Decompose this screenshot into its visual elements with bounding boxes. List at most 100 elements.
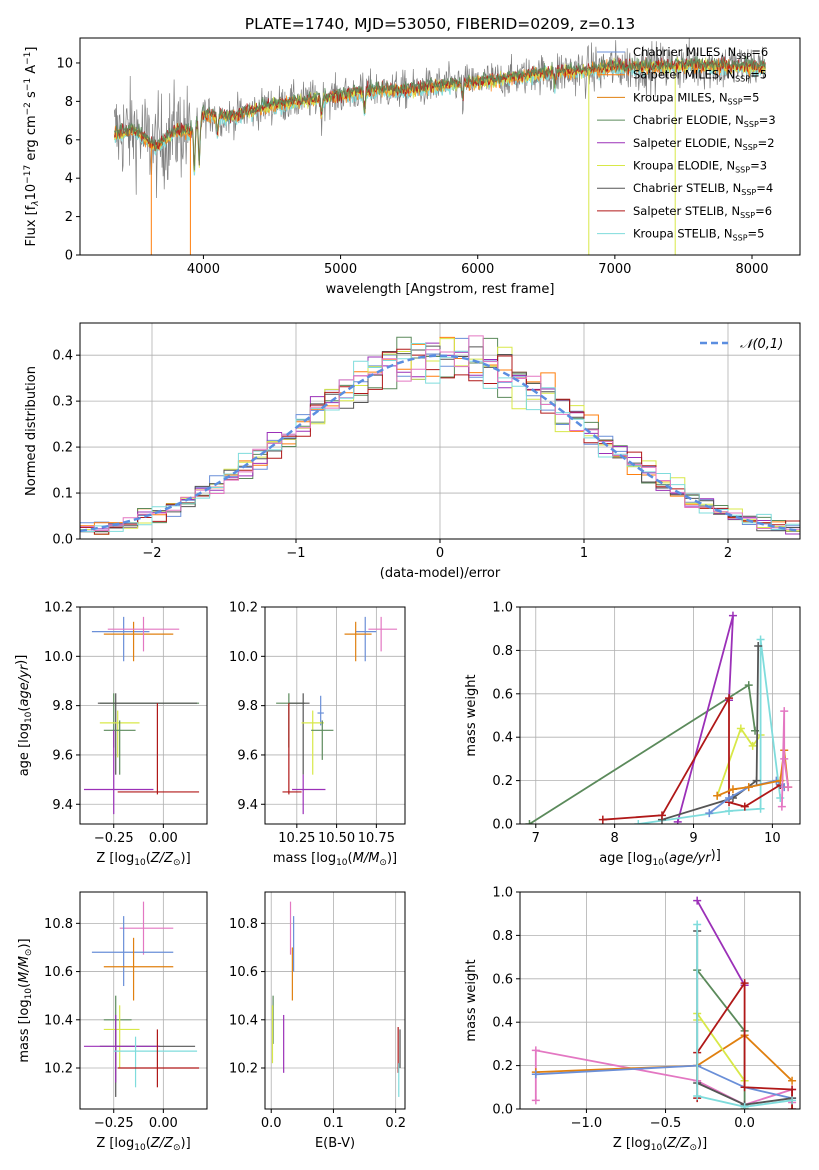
mass-weight-marker	[788, 1105, 797, 1109]
mass-weight-marker	[780, 707, 789, 716]
tick-label-y: 10.4	[44, 1013, 73, 1028]
legend-sub: SSP	[735, 75, 750, 84]
model-spectrum-line	[113, 56, 766, 171]
y-axis-label: mass [log10(M/M⊙)]	[17, 938, 34, 1062]
tick-label-y: 9.6	[237, 748, 258, 763]
tick-label-x: 0.0	[734, 1116, 755, 1131]
x-axis-label-part: age [log	[599, 851, 652, 866]
normal-curve	[80, 354, 800, 533]
legend-value: =6	[751, 45, 768, 59]
x-axis-label-part: Z [log	[613, 1136, 651, 1151]
tick-label-y: 10.8	[229, 917, 258, 932]
legend-name: Kroupa STELIB, N	[633, 227, 733, 241]
tick-label-y: 10.0	[44, 650, 73, 665]
mass-weight-marker	[725, 806, 734, 815]
x-axis-label-part: (data-model)/error	[380, 566, 501, 581]
mass-weight-marker	[728, 611, 737, 620]
x-axis-label: Z [log10(Z/Z⊙)]	[96, 851, 190, 868]
legend-sub: SSP	[743, 143, 758, 152]
mass-weight-marker	[780, 754, 789, 763]
x-axis-label-part: ⊙	[173, 858, 181, 868]
legend-sub: SSP	[736, 52, 751, 61]
histogram-step	[80, 343, 800, 532]
tick-label-x: 10.50	[318, 831, 355, 846]
tick-label-x: 4000	[187, 262, 220, 277]
tick-label-x: 10.25	[278, 831, 315, 846]
x-axis-label-part: Z [log	[96, 851, 134, 866]
legend-value: =5	[750, 68, 767, 82]
y-axis-label-part: −1	[23, 78, 33, 91]
mass-weight-marker	[740, 802, 749, 811]
x-axis-label-part: 10	[652, 858, 664, 868]
mass-weight-marker	[634, 820, 643, 824]
mass-weight-line	[676, 615, 734, 823]
x-axis-label-part: )]	[697, 1136, 707, 1151]
x-axis-label: E(B-V)	[315, 1136, 355, 1151]
mass-weight-line	[696, 900, 746, 986]
tick-label-y: 10.2	[44, 1062, 73, 1077]
x-axis-label-part: )]	[181, 851, 191, 866]
axes-frame	[264, 606, 406, 825]
tick-label-y: 0.2	[52, 441, 73, 456]
y-axis-label-part: erg cm	[24, 115, 39, 164]
figure-title: PLATE=1740, MJD=53050, FIBERID=0209, z=0…	[245, 15, 635, 33]
x-axis-label-part: (	[348, 851, 353, 866]
x-axis-label-part: Z/Z	[150, 851, 174, 866]
mass-weight-marker	[788, 1076, 797, 1085]
tick-label-x: 0.00	[149, 831, 178, 846]
legend-entry: Chabrier STELIB, NSSP=4	[633, 181, 773, 197]
mass-weight-marker	[744, 681, 753, 690]
mass-weight-marker	[531, 1096, 540, 1105]
tick-label-y: 1.0	[492, 886, 513, 901]
axes-frame	[79, 891, 208, 1110]
plot-area-massweight_vs_age	[525, 611, 793, 824]
legend-name: Salpeter STELIB, N	[633, 204, 740, 218]
y-axis-label-part: age [log	[17, 723, 32, 776]
mass-weight-marker	[693, 896, 702, 905]
legend-name: Kroupa ELODIE, N	[633, 159, 735, 173]
y-axis-label: Flux [fλ10−17 erg cm−2 s−1 A−1]	[23, 47, 41, 247]
x-axis-label-part: )]	[181, 1136, 191, 1151]
legend-entry: Salpeter MILES, NSSP=5	[633, 68, 767, 84]
mass-weight-marker	[657, 811, 666, 820]
mass-weight-marker	[713, 791, 722, 800]
tick-label-x: 9	[689, 831, 697, 846]
legend-name: Kroupa MILES, N	[633, 90, 728, 104]
axes-frame	[79, 606, 208, 825]
tick-label-y: 10	[56, 56, 73, 71]
legend-entry: Kroupa MILES, NSSP=5	[633, 90, 759, 106]
x-axis-label-part: ⊙	[689, 1143, 697, 1153]
tick-label-y: 10.4	[229, 1013, 258, 1028]
x-axis-label-part: mass [log	[273, 851, 336, 866]
tick-label-y: 4	[65, 172, 73, 187]
x-axis-label-part: (	[146, 1136, 151, 1151]
legend-value: =2	[758, 136, 775, 150]
legend-sub: SSP	[740, 211, 755, 220]
tick-label-x: −1	[286, 546, 305, 561]
tick-label-y: 0.2	[492, 1059, 513, 1074]
tick-label-y: 6	[65, 133, 73, 148]
mass-weight-marker	[752, 776, 761, 785]
y-axis-label-part: ]	[24, 47, 39, 52]
y-axis-label-part: ⊙	[24, 949, 34, 957]
legend-sub: SSP	[728, 97, 743, 106]
mass-weight-marker	[531, 1070, 540, 1079]
plot-area-massweight_vs_Z	[531, 896, 797, 1109]
axes-frame	[264, 891, 406, 1110]
x-axis-label-part: ⊙	[173, 1143, 181, 1153]
mass-weight-marker	[748, 741, 757, 750]
x-axis-label-part: 10	[134, 858, 146, 868]
plot-area-spectrum	[113, 38, 766, 255]
legend-sub: SSP	[744, 120, 759, 129]
histogram-step	[80, 345, 800, 533]
legend-value: =3	[759, 113, 776, 127]
tick-label-y: 9.4	[52, 798, 73, 813]
tick-label-x: 8	[611, 831, 619, 846]
legend-sub: SSP	[741, 188, 756, 197]
mass-weight-marker	[693, 1091, 702, 1100]
tick-label-y: 10.2	[44, 601, 73, 616]
tick-label-x: 7	[532, 831, 540, 846]
mass-weight-marker	[788, 1085, 797, 1094]
